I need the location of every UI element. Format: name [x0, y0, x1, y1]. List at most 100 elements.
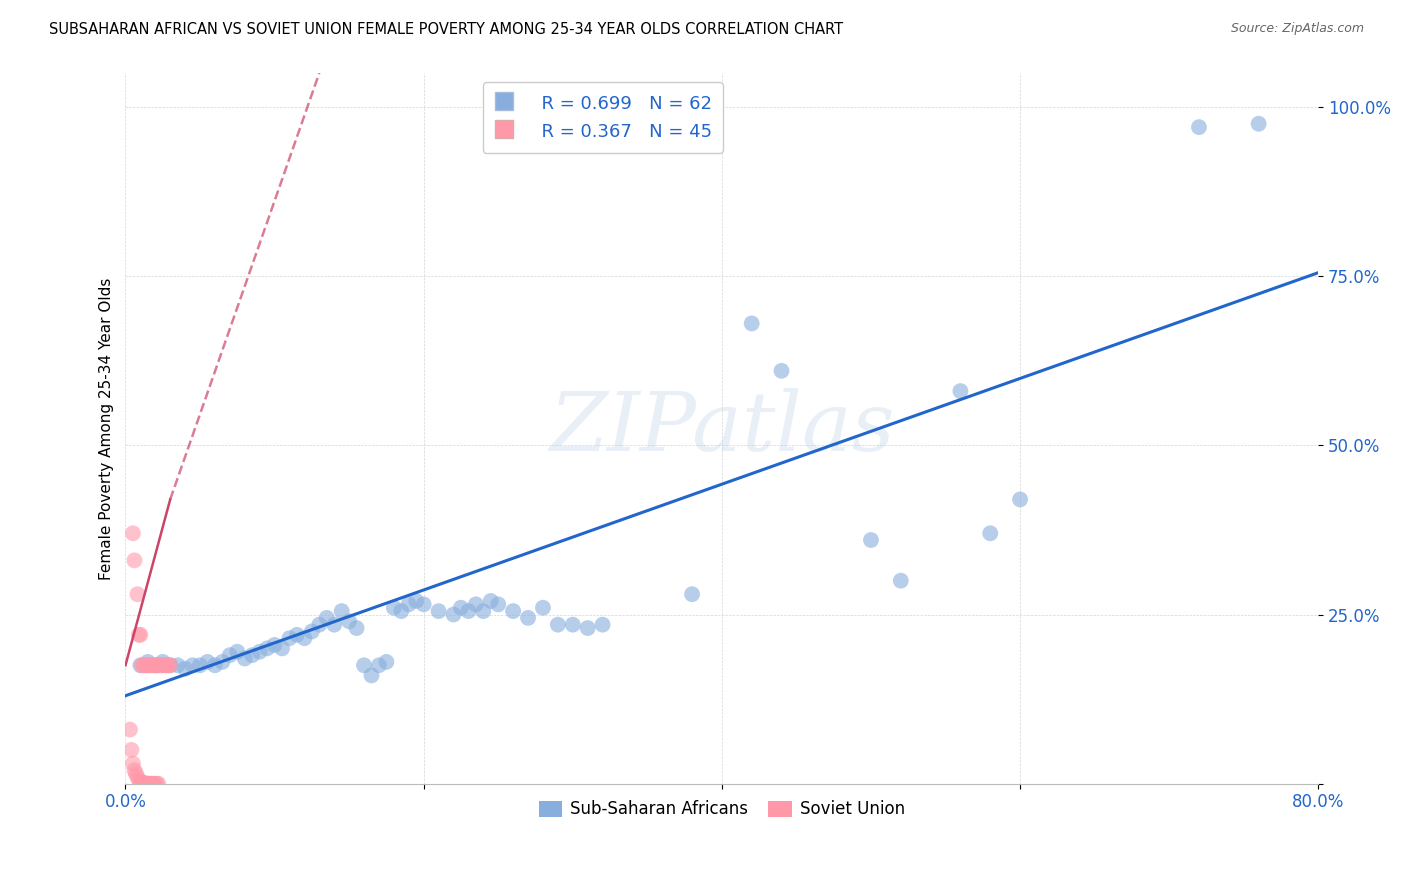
- Point: [159, 658, 181, 673]
- Point: [181, 658, 204, 673]
- Point: [412, 598, 434, 612]
- Point: [132, 776, 155, 790]
- Point: [681, 587, 703, 601]
- Point: [128, 773, 150, 788]
- Point: [226, 645, 249, 659]
- Point: [143, 658, 166, 673]
- Point: [157, 658, 180, 673]
- Point: [443, 607, 465, 622]
- Point: [486, 598, 509, 612]
- Point: [146, 658, 169, 673]
- Y-axis label: Female Poverty Among 25-34 Year Olds: Female Poverty Among 25-34 Year Olds: [100, 277, 114, 580]
- Point: [127, 587, 149, 601]
- Point: [142, 658, 165, 673]
- Text: SUBSAHARAN AFRICAN VS SOVIET UNION FEMALE POVERTY AMONG 25-34 YEAR OLDS CORRELAT: SUBSAHARAN AFRICAN VS SOVIET UNION FEMAL…: [49, 22, 844, 37]
- Point: [531, 600, 554, 615]
- Point: [368, 658, 391, 673]
- Point: [517, 611, 540, 625]
- Point: [153, 658, 176, 673]
- Point: [132, 658, 155, 673]
- Point: [502, 604, 524, 618]
- Point: [129, 774, 152, 789]
- Point: [125, 766, 148, 780]
- Point: [152, 658, 174, 673]
- Point: [323, 617, 346, 632]
- Point: [249, 645, 271, 659]
- Point: [979, 526, 1001, 541]
- Point: [301, 624, 323, 639]
- Point: [405, 594, 427, 608]
- Point: [770, 364, 793, 378]
- Point: [159, 658, 181, 673]
- Point: [450, 600, 472, 615]
- Point: [122, 756, 145, 771]
- Point: [122, 526, 145, 541]
- Point: [389, 604, 412, 618]
- Point: [1247, 117, 1270, 131]
- Point: [141, 658, 163, 673]
- Point: [204, 658, 226, 673]
- Point: [156, 658, 179, 673]
- Point: [148, 658, 170, 673]
- Point: [128, 628, 150, 642]
- Point: [118, 723, 141, 737]
- Point: [233, 651, 256, 665]
- Point: [174, 662, 197, 676]
- Point: [278, 631, 301, 645]
- Point: [136, 777, 159, 791]
- Point: [472, 604, 495, 618]
- Point: [337, 614, 360, 628]
- Point: [457, 604, 479, 618]
- Point: [308, 617, 330, 632]
- Point: [592, 617, 614, 632]
- Point: [330, 604, 353, 618]
- Point: [124, 553, 146, 567]
- Point: [263, 638, 285, 652]
- Point: [427, 604, 450, 618]
- Text: Source: ZipAtlas.com: Source: ZipAtlas.com: [1230, 22, 1364, 36]
- Point: [859, 533, 882, 547]
- Point: [136, 655, 159, 669]
- Point: [152, 655, 174, 669]
- Point: [124, 763, 146, 777]
- Point: [134, 776, 156, 790]
- Point: [197, 655, 219, 669]
- Point: [375, 655, 398, 669]
- Point: [464, 598, 486, 612]
- Point: [398, 598, 420, 612]
- Point: [142, 777, 165, 791]
- Point: [188, 658, 211, 673]
- Point: [129, 628, 152, 642]
- Point: [256, 641, 278, 656]
- Point: [131, 775, 153, 789]
- Point: [1010, 492, 1032, 507]
- Point: [561, 617, 583, 632]
- Point: [127, 770, 149, 784]
- Point: [155, 658, 177, 673]
- Point: [129, 658, 152, 673]
- Point: [135, 777, 157, 791]
- Point: [139, 777, 162, 791]
- Point: [149, 658, 172, 673]
- Point: [949, 384, 972, 398]
- Point: [285, 628, 308, 642]
- Point: [139, 658, 162, 673]
- Point: [143, 777, 166, 791]
- Point: [146, 777, 169, 791]
- Point: [166, 658, 188, 673]
- Point: [136, 658, 159, 673]
- Point: [211, 655, 233, 669]
- Point: [240, 648, 263, 662]
- Point: [315, 611, 337, 625]
- Point: [382, 600, 405, 615]
- Legend: Sub-Saharan Africans, Soviet Union: Sub-Saharan Africans, Soviet Union: [531, 794, 911, 825]
- Point: [741, 317, 763, 331]
- Point: [346, 621, 368, 635]
- Text: ZIPatlas: ZIPatlas: [550, 388, 894, 468]
- Point: [135, 658, 157, 673]
- Point: [131, 658, 153, 673]
- Point: [890, 574, 912, 588]
- Point: [1188, 120, 1211, 135]
- Point: [141, 777, 163, 791]
- Point: [134, 658, 156, 673]
